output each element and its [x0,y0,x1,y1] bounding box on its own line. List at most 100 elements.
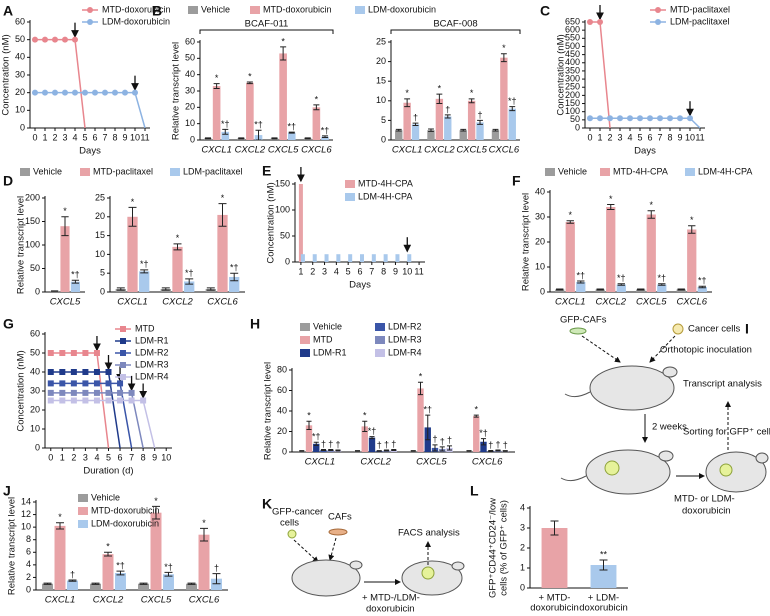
legend-swatch [375,349,385,357]
panel-letter: A [3,3,13,19]
marker [72,89,78,96]
significance-label: *† [617,273,626,283]
x-tick-label: 7 [657,132,662,142]
label: cells [280,518,299,529]
x-tick-label: CXCL2 [235,145,266,156]
marker [59,369,66,375]
legend-swatch [300,336,310,344]
bar [435,98,444,140]
y-axis-label: Concentration (nM) [556,34,567,115]
bar [403,102,411,140]
y-tick-label: 0 [190,134,195,144]
marker [32,36,38,43]
significance-label: *† [164,562,173,572]
error-bar [56,522,64,530]
bar [60,226,70,292]
y-tick-label: 3 [520,522,525,532]
legend-label: LDM-R4 [388,347,422,357]
bar [459,130,467,140]
error-bar [71,279,80,284]
bar [508,108,516,140]
x-tick-label: doxorubicin [579,603,628,614]
significance-label: † [495,439,500,449]
x-tick-label: CXCL2 [595,297,626,308]
error-bar [436,93,443,105]
label: GFP-cancer [272,507,323,518]
error-bar [500,53,507,63]
bar [150,512,162,590]
label: 2 weeks [652,422,687,433]
legend-swatch [250,6,260,14]
caf-icon [569,327,587,335]
marker [657,115,663,122]
bar [172,246,183,292]
bar [360,254,364,262]
bar [395,254,400,262]
bar [427,130,435,140]
arrow [581,335,621,363]
bar [636,289,646,292]
legend-label: MTD [135,323,155,333]
x-tick-label: 4 [72,132,77,142]
significance-label: † [488,440,493,450]
x-tick-label: CXCL6 [207,297,238,308]
y-tick-label: 12 [21,509,31,519]
legend-swatch [170,168,180,176]
y-axis-label: Relative transcript level [263,362,274,460]
significance-label: * [438,84,442,94]
y-tick-label: 50 [185,53,195,63]
legend-marker [120,326,126,332]
y-tick-label: 1 [520,562,525,572]
legend-swatch [78,507,88,515]
label: Cancer cells [688,324,741,335]
bar [70,281,80,292]
x-tick-label: 8 [667,132,672,142]
y-tick-label: 30 [535,211,545,221]
error-bar [43,582,52,585]
error-bar [460,128,467,132]
marker [637,115,643,122]
x-tick-label: 4 [94,452,99,462]
legend-marker [655,7,661,13]
error-bar [313,104,320,111]
subplot-title: BCAF-011 [245,19,289,30]
cancer-icon [287,529,297,539]
label: Transcript analysis [683,379,762,390]
error-bar [412,122,419,126]
y-axis-label: cells (% of GFP⁺ cells) [499,500,510,596]
legend-label: MTD-doxorubicin [91,505,160,515]
x-tick-label: + MTD- [539,593,571,604]
error-bar [658,283,666,286]
x-tick-label: 0 [48,452,53,462]
y-tick-label: 25 [95,192,105,202]
y-axis-label: Concentration (nM) [16,350,27,431]
error-bar [238,137,245,140]
error-bar [362,420,368,432]
error-bar [492,128,499,132]
bar [184,281,195,292]
label: MTD- or LDM- [674,494,735,505]
marker [93,389,100,396]
y-tick-label: 0 [35,286,40,296]
y-tick-label: 0 [285,256,290,266]
error-bar [128,206,137,227]
x-tick-label: 5 [106,452,111,462]
y-tick-label: 60 [15,16,25,26]
x-tick-label: 9 [677,132,682,142]
error-bar [502,450,508,452]
legend-label: MTD-doxorubicin [263,4,332,14]
bar [476,122,484,140]
marker [93,350,100,356]
significance-label: † [447,435,452,445]
line [590,21,611,129]
significance-label: *† [698,276,707,286]
significance-label: † [413,113,418,123]
y-tick-label: 150 [565,98,580,108]
marker [117,389,124,396]
legend-label: MTD-doxorubicin [102,4,171,14]
legend-label: LDM-paclitaxel [183,166,243,176]
marker [82,369,89,375]
error-bar [91,582,100,585]
bar [305,425,313,452]
mouse [560,449,674,495]
